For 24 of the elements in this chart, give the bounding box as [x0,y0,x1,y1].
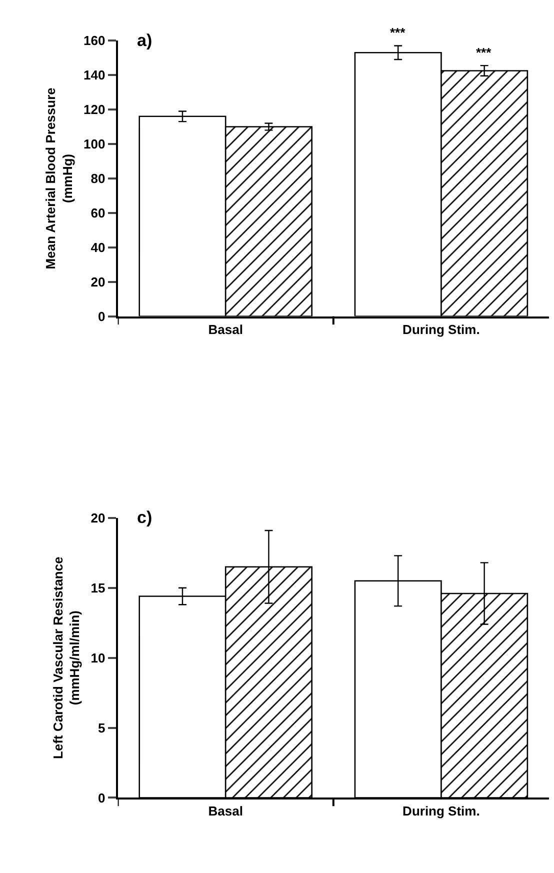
y-tick-label: 10 [90,650,106,666]
y-tick-label: 0 [98,790,106,806]
data-label: *** [476,45,492,60]
y-axis-title: Left Carotid Vascular Resistance (mmHg/ml/min) [50,556,82,759]
x-tick-label: During Stim. [402,322,480,337]
y-tick-label: 5 [98,720,106,736]
y-tick-label: 60 [90,205,106,220]
y-tick-label: 20 [90,274,106,290]
y-tick-label: 15 [90,580,106,596]
annotation: a) [137,31,152,50]
annotation: c) [137,508,152,527]
y-tick-label: 100 [83,136,106,152]
y-tick-label: 20 [90,510,106,526]
x-tick-label: Basal [208,322,243,337]
y-axis-title: Mean Arterial Blood Pressure (mmHg) [43,88,75,270]
y-tick-label: 0 [98,308,106,324]
y-tick-label: 140 [83,68,106,83]
y-tick-label: 160 [83,33,106,48]
x-tick-label: Basal [208,803,243,818]
y-tick-label: 80 [90,170,106,186]
data-label: *** [390,25,406,40]
x-tick-label: During Stim. [402,803,480,818]
y-tick-label: 40 [90,240,106,255]
y-tick-label: 120 [83,102,106,118]
